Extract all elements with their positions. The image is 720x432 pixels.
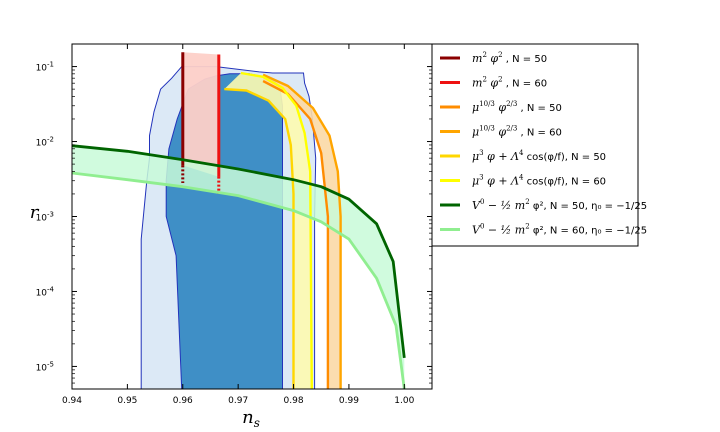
series-line-2 <box>262 80 330 389</box>
x-tick-label: 0.95 <box>117 396 137 406</box>
model-curves <box>72 52 406 389</box>
series-line-7 <box>72 171 406 389</box>
band-0 <box>182 52 219 177</box>
x-tick-label: 0.94 <box>62 396 82 406</box>
legend-label: m2 φ2 , N = 50 <box>472 51 547 65</box>
legend-label: V0 − ½ m2 φ², N = 50, η₀ = −1/25 <box>472 198 647 212</box>
y-tick-label: 10-4 <box>36 285 55 298</box>
x-axis-ticks: 0.94 0.95 0.96 0.97 0.98 0.99 1.00 <box>62 44 415 406</box>
x-tick-label: 0.97 <box>228 396 248 406</box>
legend-label: V0 − ½ m2 φ², N = 60, η₀ = −1/25 <box>472 223 647 237</box>
y-tick-label: 10-5 <box>36 360 54 373</box>
y-tick-label: 10-3 <box>36 211 54 224</box>
legend-label: μ10/3 φ2/3 , N = 60 <box>472 125 562 139</box>
x-tick-label: 0.96 <box>173 396 193 406</box>
band-3 <box>72 145 405 389</box>
x-tick-label: 0.98 <box>284 396 304 406</box>
series-line-6 <box>72 144 406 359</box>
plot-area <box>72 52 406 389</box>
legend-frame <box>431 43 639 247</box>
series-line-5 <box>240 71 313 389</box>
legend-label: μ3 φ + Λ4 cos(φ/f), N = 50 <box>472 149 606 163</box>
y-axis-ticks: 10-1 10-2 10-3 10-4 10-5 <box>36 43 432 384</box>
y-tick-label: 10-1 <box>36 61 54 74</box>
y-axis-label: r <box>30 202 40 223</box>
x-axis-label: ns <box>242 407 260 430</box>
series-line-3 <box>262 73 342 389</box>
y-tick-label: 10-2 <box>36 136 54 149</box>
legend-label: μ10/3 φ2/3 , N = 50 <box>472 100 562 114</box>
series-line-4 <box>224 87 295 389</box>
legend: m2 φ2 , N = 50 m2 φ2 , N = 60 μ10/3 φ2/3 ,… <box>431 43 647 247</box>
legend-label: μ3 φ + Λ4 cos(φ/f), N = 60 <box>472 174 606 188</box>
x-tick-label: 0.99 <box>339 396 359 406</box>
legend-label: m2 φ2 , N = 60 <box>472 76 547 90</box>
x-tick-label: 1.00 <box>394 396 414 406</box>
